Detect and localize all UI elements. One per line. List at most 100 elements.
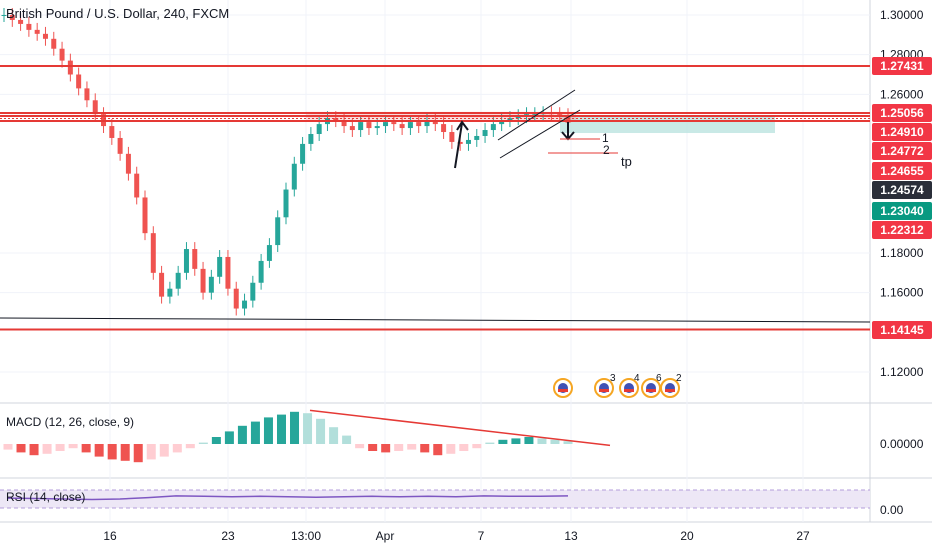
candle-body [34, 29, 40, 34]
target-1-label: 1 [602, 131, 609, 145]
event-count-badge: 6 [656, 373, 662, 384]
candle-body [134, 173, 140, 198]
event-flag-icon [646, 389, 656, 392]
event-flag-icon [599, 389, 609, 392]
candle-body [250, 282, 256, 301]
candle-body [391, 122, 397, 125]
candle-body [9, 15, 15, 20]
candle-body [465, 139, 471, 144]
macd-histogram-bar [550, 439, 560, 444]
macd-histogram-bar [459, 444, 469, 451]
candle-body [457, 141, 463, 144]
macd-histogram-bar [368, 444, 378, 451]
candle-body [192, 249, 198, 269]
macd-histogram-bar [198, 442, 208, 444]
price-label-tag [872, 321, 932, 339]
event-count-badge: 4 [634, 373, 640, 384]
price-label-text: 1.22312 [880, 223, 924, 237]
candle-body [225, 256, 231, 289]
macd-histogram-bar [42, 444, 52, 454]
candle-body [18, 19, 24, 24]
price-label-text: 1.24655 [880, 164, 924, 178]
candle-body [125, 153, 131, 174]
candle-body [308, 134, 314, 144]
candle-body [300, 143, 306, 164]
rsi-band [0, 490, 870, 508]
macd-histogram-bar [316, 418, 326, 444]
candle-body [183, 249, 189, 273]
candle-body [109, 126, 115, 138]
macd-histogram-bar [446, 444, 456, 454]
candle-body [92, 100, 98, 115]
macd-histogram-bar [185, 444, 195, 449]
price-label-tag [872, 142, 932, 160]
candle-body [217, 256, 223, 277]
candle-body [167, 288, 173, 297]
candle-body [84, 88, 90, 101]
candle-body [557, 114, 563, 116]
macd-histogram-bar [472, 444, 482, 449]
macd-histogram-bar [420, 444, 430, 453]
macd-histogram-bar [68, 444, 78, 449]
candle-body [150, 233, 156, 273]
rsi-axis-label: 0.00 [880, 503, 904, 517]
candle-body [358, 122, 364, 131]
candle-body [499, 120, 505, 125]
macd-histogram-bar [433, 444, 443, 456]
x-tick-label: 20 [680, 529, 694, 543]
y-tick-label: 1.12000 [880, 365, 924, 379]
event-flag-icon [665, 389, 675, 392]
macd-histogram-bar [485, 442, 495, 444]
candle-body [200, 268, 206, 293]
candle-body [349, 126, 355, 131]
event-count-badge: 2 [676, 373, 682, 384]
y-tick-label: 1.30000 [880, 8, 924, 22]
macd-histogram-bar [355, 444, 365, 449]
candle-body [291, 163, 297, 190]
price-label-tag [872, 202, 932, 220]
price-label-text: 1.14145 [880, 323, 924, 337]
arrow-up [454, 120, 469, 169]
candle-body [1, 15, 7, 16]
price-label-tag [872, 221, 932, 239]
price-label-text: 1.24574 [880, 183, 924, 197]
candle-body [333, 118, 339, 121]
candle-body [449, 132, 455, 142]
price-label-tag [872, 57, 932, 75]
candle-body [482, 130, 488, 136]
candle-body [59, 48, 65, 61]
y-tick-label: 1.26000 [880, 87, 924, 101]
x-tick-label: 7 [478, 529, 485, 543]
candle-body [341, 120, 347, 127]
macd-histogram-bar [94, 444, 104, 457]
candle-body [175, 272, 181, 289]
rsi-label: RSI (14, close) [6, 490, 86, 504]
candle-body [407, 122, 413, 129]
candle-body [490, 124, 496, 131]
candle-body [51, 38, 57, 49]
macd-histogram-bar [276, 414, 286, 444]
macd-histogram-bar [511, 438, 521, 444]
macd-histogram-bar [172, 444, 182, 453]
x-tick-label: 16 [103, 529, 117, 543]
macd-histogram-bar [29, 444, 39, 456]
x-tick-label: Apr [376, 529, 395, 543]
macd-histogram-bar [263, 417, 273, 444]
macd-histogram-bar [16, 444, 26, 453]
candle-body [432, 120, 438, 125]
event-flag-icon [558, 389, 568, 392]
macd-histogram-bar [342, 435, 352, 444]
event-flag-icon [624, 389, 634, 392]
x-tick-label: 13:00 [291, 529, 321, 543]
support-trendline [0, 317, 871, 323]
macd-histogram-bar [237, 425, 247, 444]
candle-body [208, 276, 214, 293]
price-label-text: 1.25056 [880, 106, 924, 120]
candle-body [283, 189, 289, 218]
candle-body [366, 122, 372, 129]
macd-histogram-bar [381, 444, 391, 453]
price-label-tag [872, 123, 932, 141]
x-tick-label: 23 [221, 529, 235, 543]
candle-body [142, 197, 148, 234]
